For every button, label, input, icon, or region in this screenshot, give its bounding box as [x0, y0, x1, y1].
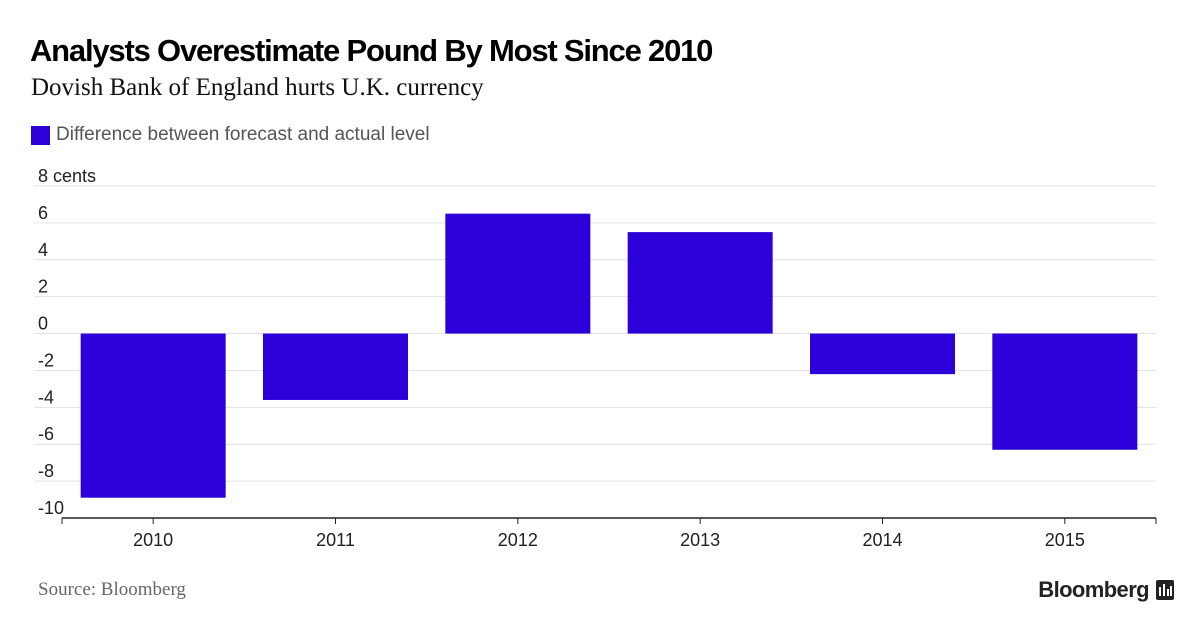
x-tick-label: 2014 — [862, 530, 902, 550]
bar-2013 — [627, 232, 773, 334]
x-tick-label: 2011 — [316, 530, 355, 550]
brand-name: Bloomberg — [1038, 577, 1149, 602]
y-tick-label: -8 — [38, 461, 54, 481]
y-tick-label: 4 — [38, 240, 48, 260]
y-tick-label: -4 — [38, 387, 54, 407]
y-tick-label: 6 — [38, 203, 48, 223]
bloomberg-terminal-icon — [1156, 580, 1174, 600]
legend-label: Difference between forecast and actual l… — [56, 124, 430, 145]
y-tick-label: -6 — [38, 424, 54, 444]
y-tick-label: -10 — [38, 498, 64, 518]
bar-2015 — [992, 333, 1138, 450]
y-tick-label: 0 — [38, 314, 48, 334]
source-note: Source: Bloomberg — [38, 579, 186, 600]
bar-2012 — [445, 213, 591, 334]
x-tick-label: 2012 — [498, 530, 538, 550]
x-tick-label: 2015 — [1045, 530, 1085, 550]
x-tick-label: 2010 — [133, 530, 173, 550]
chart-subtitle: Dovish Bank of England hurts U.K. curren… — [31, 74, 484, 101]
brand-logo: Bloomberg — [1038, 577, 1174, 603]
y-tick-label: 8 cents — [38, 166, 96, 186]
bar-2014 — [810, 333, 955, 375]
y-tick-label: -2 — [38, 350, 54, 370]
bar-2010 — [80, 333, 226, 498]
x-tick-label: 2013 — [680, 530, 720, 550]
bar-2011 — [263, 333, 408, 400]
legend-swatch — [31, 125, 50, 145]
chart-title: Analysts Overestimate Pound By Most Sinc… — [30, 33, 713, 68]
legend: Difference between forecast and actual l… — [31, 124, 430, 146]
y-tick-label: 2 — [38, 277, 48, 297]
